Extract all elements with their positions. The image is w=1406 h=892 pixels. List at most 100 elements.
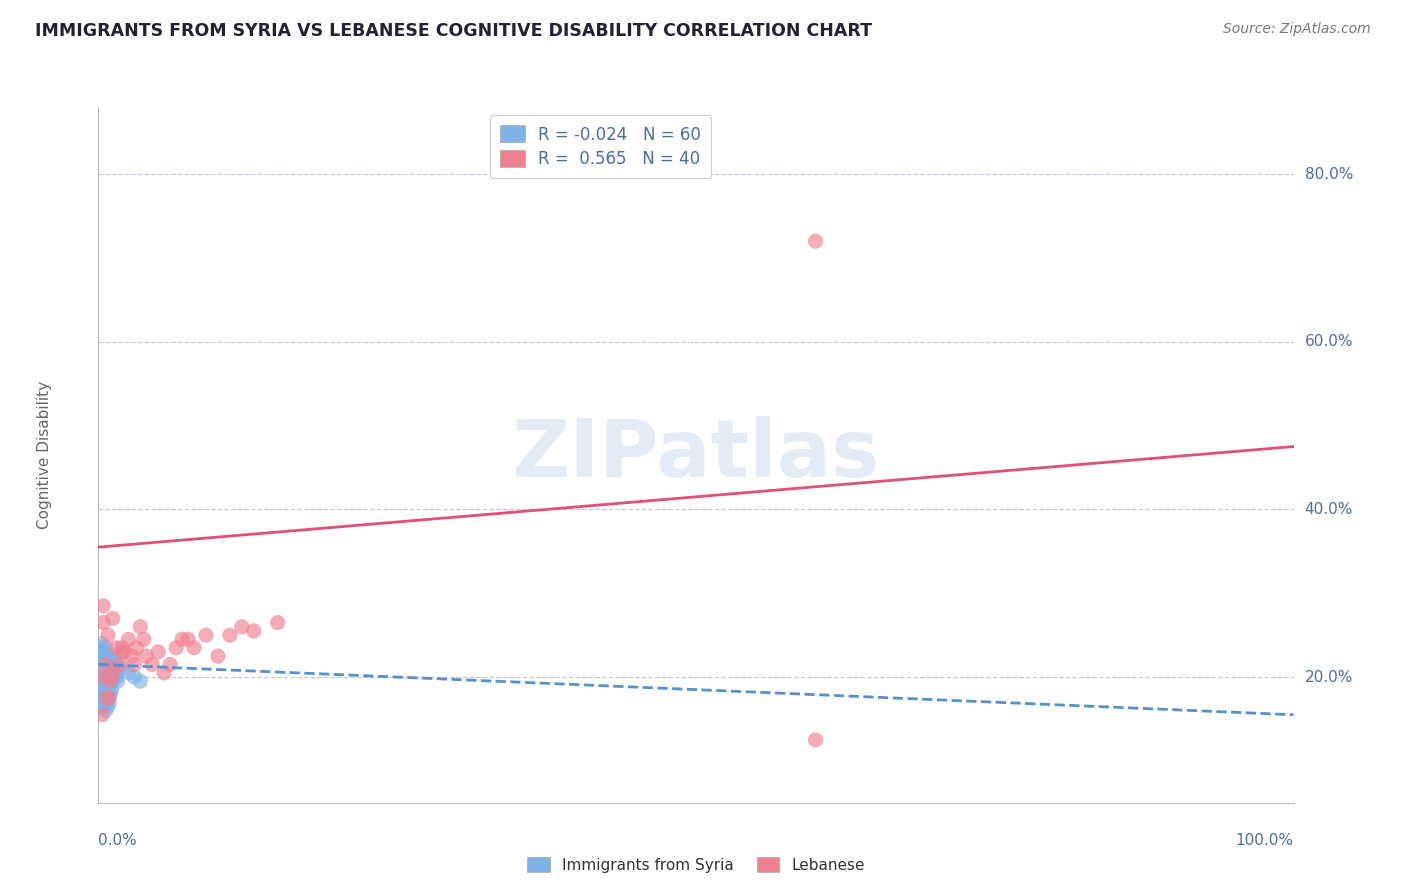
Point <box>153 665 176 680</box>
Point <box>98 687 122 701</box>
Point <box>111 662 134 676</box>
Point <box>132 632 155 647</box>
Point <box>91 645 114 659</box>
Point <box>93 670 115 684</box>
Point <box>90 649 112 664</box>
Point <box>135 649 157 664</box>
Point <box>97 699 120 714</box>
Point <box>97 628 120 642</box>
Point <box>100 670 122 684</box>
Point <box>91 665 114 680</box>
Point <box>100 670 122 684</box>
Point <box>172 632 194 647</box>
Point <box>96 649 118 664</box>
Point <box>108 657 131 672</box>
Point <box>159 657 181 672</box>
Point <box>98 691 121 706</box>
Point <box>96 682 118 697</box>
Point <box>96 691 118 706</box>
Point <box>91 699 114 714</box>
Text: 80.0%: 80.0% <box>1305 167 1353 182</box>
Point <box>107 665 129 680</box>
Point <box>97 670 120 684</box>
Point <box>97 657 120 672</box>
Point <box>165 640 187 655</box>
Point <box>90 691 112 706</box>
Text: 0.0%: 0.0% <box>98 833 138 848</box>
Point <box>804 234 827 248</box>
Point <box>91 615 114 630</box>
Point <box>98 674 122 689</box>
Point <box>98 674 122 689</box>
Text: 100.0%: 100.0% <box>1236 833 1294 848</box>
Point <box>96 691 118 706</box>
Point <box>101 657 124 672</box>
Point <box>100 682 122 697</box>
Point <box>91 687 114 701</box>
Point <box>183 640 205 655</box>
Point <box>94 674 117 689</box>
Point <box>101 674 124 689</box>
Point <box>111 645 134 659</box>
Point <box>177 632 200 647</box>
Point <box>121 649 143 664</box>
Point <box>231 620 253 634</box>
Point <box>94 704 117 718</box>
Point <box>89 645 111 659</box>
Point <box>129 674 152 689</box>
Point <box>117 665 139 680</box>
Point <box>91 678 114 692</box>
Point <box>93 695 115 709</box>
Point <box>90 640 112 655</box>
Text: IMMIGRANTS FROM SYRIA VS LEBANESE COGNITIVE DISABILITY CORRELATION CHART: IMMIGRANTS FROM SYRIA VS LEBANESE COGNIT… <box>35 22 872 40</box>
Point <box>94 640 117 655</box>
Point <box>89 695 111 709</box>
Point <box>124 670 146 684</box>
Text: ZIPatlas: ZIPatlas <box>512 416 880 494</box>
Point <box>101 611 124 625</box>
Point <box>97 678 120 692</box>
Text: 60.0%: 60.0% <box>1305 334 1353 350</box>
Point <box>90 674 112 689</box>
Text: 20.0%: 20.0% <box>1305 670 1353 684</box>
Point <box>804 733 827 747</box>
Point <box>114 645 136 659</box>
Point <box>94 665 117 680</box>
Point <box>91 645 114 659</box>
Point <box>141 657 163 672</box>
Point <box>267 615 290 630</box>
Point <box>129 620 152 634</box>
Text: Cognitive Disability: Cognitive Disability <box>37 381 52 529</box>
Point <box>98 674 122 689</box>
Legend: Immigrants from Syria, Lebanese: Immigrants from Syria, Lebanese <box>520 850 872 879</box>
Point <box>91 599 114 613</box>
Point <box>98 653 121 667</box>
Point <box>103 665 125 680</box>
Point <box>194 628 217 642</box>
Point <box>91 653 114 667</box>
Point <box>93 649 115 664</box>
Point <box>107 674 129 689</box>
Point <box>104 662 127 676</box>
Point <box>90 670 112 684</box>
Point <box>100 649 122 664</box>
Point <box>94 691 117 706</box>
Point <box>104 653 127 667</box>
Point <box>125 640 148 655</box>
Point <box>111 640 134 655</box>
Point <box>207 649 229 664</box>
Point <box>105 670 128 684</box>
Point <box>148 645 170 659</box>
Point <box>91 707 114 722</box>
Point <box>98 695 121 709</box>
Point <box>98 687 121 701</box>
Point <box>243 624 266 638</box>
Point <box>98 665 121 680</box>
Text: Source: ZipAtlas.com: Source: ZipAtlas.com <box>1223 22 1371 37</box>
Point <box>93 674 115 689</box>
Point <box>94 657 117 672</box>
Point <box>105 640 128 655</box>
Point <box>90 687 112 701</box>
Point <box>117 632 139 647</box>
Point <box>91 636 114 650</box>
